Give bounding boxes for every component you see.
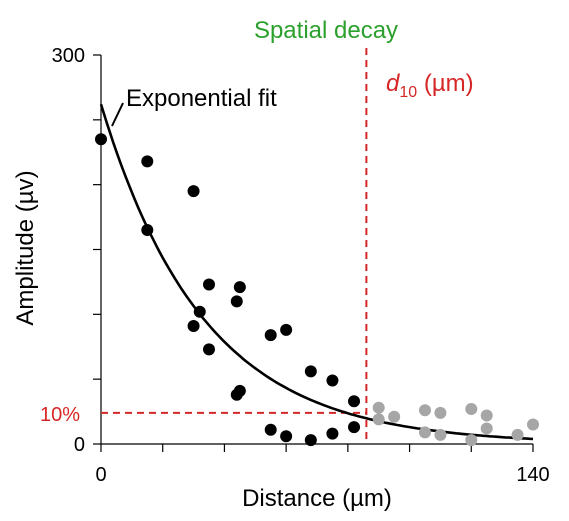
data-point bbox=[264, 423, 277, 436]
x-tick-label: 140 bbox=[516, 464, 549, 486]
data-point bbox=[480, 409, 493, 422]
series-after-d10 bbox=[372, 401, 539, 447]
data-point bbox=[233, 281, 246, 294]
data-point bbox=[141, 224, 154, 237]
d10-subscript: 10 bbox=[399, 84, 417, 101]
data-point bbox=[434, 428, 447, 441]
data-point bbox=[326, 427, 339, 440]
threshold-lines bbox=[101, 48, 368, 444]
data-point bbox=[372, 401, 385, 414]
data-point bbox=[304, 434, 317, 447]
data-point bbox=[203, 278, 215, 291]
y-tick-label: 0 bbox=[74, 434, 85, 456]
data-point bbox=[264, 329, 277, 342]
axes bbox=[100, 55, 533, 445]
data-point bbox=[280, 430, 293, 443]
x-tick-label: 0 bbox=[95, 464, 106, 486]
data-point bbox=[419, 426, 431, 439]
data-point bbox=[419, 404, 431, 417]
d10-unit: (µm) bbox=[417, 70, 473, 97]
threshold-label: 10% bbox=[40, 404, 80, 426]
data-point bbox=[527, 418, 539, 431]
data-point bbox=[187, 320, 200, 333]
fit-curve bbox=[99, 103, 534, 441]
series-before-d10 bbox=[95, 133, 361, 447]
data-point bbox=[141, 155, 154, 168]
data-point bbox=[465, 434, 478, 447]
y-axis-label: Amplitude (µv) bbox=[12, 170, 39, 325]
x-axis-label: Distance (µm) bbox=[242, 485, 392, 512]
points-layer bbox=[95, 133, 539, 447]
data-point bbox=[511, 428, 524, 441]
axis-ticks: 0 300 0 140 bbox=[52, 45, 550, 486]
data-point bbox=[348, 395, 361, 408]
fit-label: Exponential fit bbox=[126, 85, 277, 112]
data-point bbox=[230, 295, 243, 308]
d10-label: d10 (µm) bbox=[386, 70, 474, 101]
data-point bbox=[465, 402, 478, 415]
fit-label-leader bbox=[111, 102, 124, 127]
data-point bbox=[233, 384, 246, 397]
data-point bbox=[280, 323, 293, 336]
labels: Spatial decay Distance (µm) Amplitude (µ… bbox=[12, 17, 474, 512]
data-point bbox=[95, 133, 107, 146]
data-point bbox=[193, 305, 206, 318]
data-point bbox=[348, 421, 361, 434]
y-tick-label: 300 bbox=[52, 45, 85, 67]
data-point bbox=[304, 365, 317, 378]
data-point bbox=[203, 343, 215, 356]
fit-layer bbox=[99, 102, 534, 441]
data-point bbox=[434, 406, 447, 419]
data-point bbox=[480, 422, 493, 435]
d10-symbol: d bbox=[386, 70, 400, 97]
chart-title: Spatial decay bbox=[254, 17, 398, 44]
data-point bbox=[326, 374, 339, 387]
data-point bbox=[388, 410, 401, 423]
data-point bbox=[372, 413, 385, 426]
data-point bbox=[187, 185, 200, 198]
